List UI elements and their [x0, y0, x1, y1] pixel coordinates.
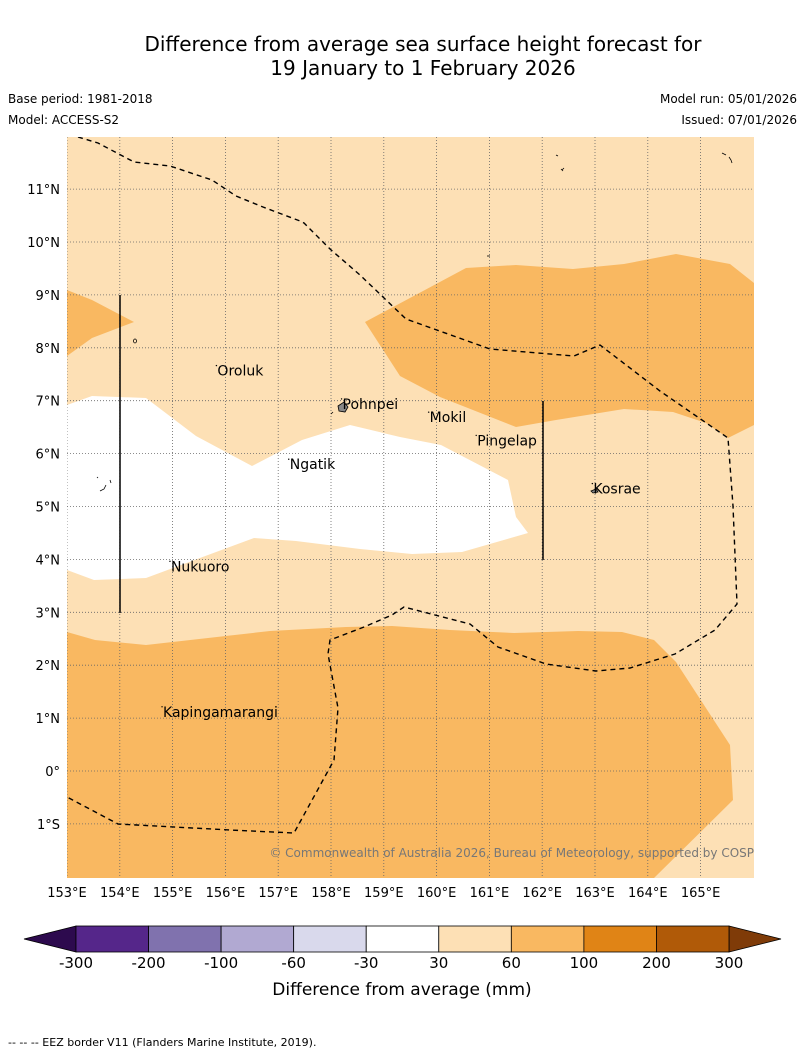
place-marker [169, 560, 171, 563]
lon-label: 163°E [575, 886, 615, 901]
map-plot-area: Oroluk Pohnpei Mokil Pingelap Ngatik Kosrae Nu… [67, 137, 774, 878]
model-run: Model run: 05/01/2026 [659, 92, 797, 106]
lat-label: 8°N [36, 342, 61, 357]
copyright-notice: © Commonwealth of Australia 2026, Bureau… [269, 846, 774, 860]
colorbar-tick-label: 30 [429, 954, 448, 972]
small-island-west [133, 338, 137, 344]
longitude-labels: 153°E 154°E 155°E 156°E 157°E 158°E 159°E 160°E… [47, 886, 720, 901]
lon-label: 154°E [100, 886, 140, 901]
lat-label: 2°N [36, 659, 61, 674]
place-label: Nukuoro [171, 559, 229, 575]
small-islet-pohnpei [330, 411, 334, 415]
place-marker [591, 482, 594, 485]
lon-label: 162°E [522, 886, 562, 901]
lat-label: 7°N [36, 395, 61, 410]
lat-label: 4°N [36, 553, 61, 568]
colorbar-segments [75, 925, 730, 953]
place-marker [340, 398, 343, 400]
islands [96, 152, 733, 494]
place-marker [475, 434, 477, 437]
graticule [67, 137, 754, 878]
lon-label: 159°E [364, 886, 404, 901]
lat-label: 1°S [37, 818, 60, 833]
colorbar: -300 -200 -100 -60 -30 30 60 100 200 300 Differen… [23, 925, 782, 1000]
contour-60-100-region-west [67, 290, 134, 356]
contour-60-100-region-north [365, 254, 754, 438]
colorbar-segment [510, 925, 585, 953]
map-title: Difference from average sea surface heig… [0, 32, 804, 80]
lon-label: 153°E [47, 886, 87, 901]
lat-label: 9°N [36, 289, 61, 304]
issued-date: Issued: 07/01/2026 [681, 113, 797, 127]
lon-label: 156°E [206, 886, 246, 901]
colorbar-segment [75, 925, 149, 953]
colorbar-segment [148, 925, 222, 953]
colorbar-segment [220, 925, 295, 953]
place-label: Pohnpei [343, 397, 399, 413]
colorbar-tick-label: -60 [281, 954, 306, 972]
lat-label: 11°N [27, 183, 60, 198]
colorbar-tick-label: -30 [354, 954, 379, 972]
place-marker [427, 411, 430, 413]
colorbar-over-arrow [728, 925, 782, 953]
colorbar-segment [656, 925, 730, 953]
colorbar-segment [438, 925, 512, 953]
colorbar-tick-label: -200 [132, 954, 166, 972]
lat-label: 1°N [36, 712, 61, 727]
lon-label: 158°E [311, 886, 351, 901]
place-labels: Oroluk Pohnpei Mokil Pingelap Ngatik Kosrae Nu… [161, 364, 641, 721]
lon-label: 160°E [417, 886, 457, 901]
colorbar-tick-label: -300 [59, 954, 93, 972]
place-marker [215, 364, 218, 367]
colorbar-title: Difference from average (mm) [272, 980, 531, 1000]
colorbar-segment [365, 925, 440, 953]
latitude-labels: 11°N 10°N 9°N 8°N 7°N 6°N 5°N 4°N 3°N 2°N 1°N 0° 1°S [27, 183, 60, 833]
place-label: Mokil [430, 410, 467, 426]
colorbar-tick-labels: -300 -200 -100 -60 -30 30 60 100 200 300 [59, 954, 743, 972]
pohnpei-island [337, 401, 349, 413]
lon-label: 164°E [628, 886, 668, 901]
lon-label: 161°E [470, 886, 510, 901]
contour-60-100-region-south [67, 626, 733, 878]
place-label: Pingelap [477, 433, 537, 449]
kosrae-island [590, 488, 599, 494]
colorbar-under-arrow [23, 925, 77, 953]
colorbar-segment [293, 925, 367, 953]
small-atoll-north [555, 154, 565, 172]
place-marker [288, 458, 290, 460]
colorbar-segment [583, 925, 657, 953]
base-period: Base period: 1981-2018 [8, 92, 153, 106]
colorbar-tick-label: 60 [502, 954, 521, 972]
colorbar-tick-label: 100 [570, 954, 599, 972]
lon-label: 157°E [258, 886, 298, 901]
place-label: Kosrae [593, 482, 640, 498]
lat-label: 3°N [36, 606, 61, 621]
place-label: Oroluk [217, 364, 264, 380]
forecast-map: Oroluk Pohnpei Mokil Pingelap Ngatik Kosrae Nu… [23, 137, 782, 1000]
lat-label: 6°N [36, 448, 61, 463]
place-marker [161, 706, 163, 708]
small-atoll-west [96, 476, 112, 492]
colorbar-tick-label: 200 [642, 954, 671, 972]
small-atoll-northeast [721, 152, 733, 164]
model-name: Model: ACCESS-S2 [8, 113, 120, 127]
eez-legend-note: -- -- -- EEZ border V11 (Flanders Marine… [8, 1036, 317, 1049]
colorbar-tick-label: 300 [715, 954, 744, 972]
lat-label: 10°N [27, 236, 60, 251]
eez-border [67, 137, 738, 834]
lon-label: 155°E [153, 886, 193, 901]
place-label: Kapingamarangi [163, 705, 278, 721]
place-label: Ngatik [290, 457, 336, 473]
lat-label: 0° [45, 765, 60, 780]
title-line-1: Difference from average sea surface heig… [144, 32, 702, 56]
title-line-2: 19 January to 1 February 2026 [270, 56, 576, 80]
lat-label: 5°N [36, 501, 61, 516]
colorbar-tick-label: -100 [204, 954, 238, 972]
lon-label: 165°E [681, 886, 721, 901]
